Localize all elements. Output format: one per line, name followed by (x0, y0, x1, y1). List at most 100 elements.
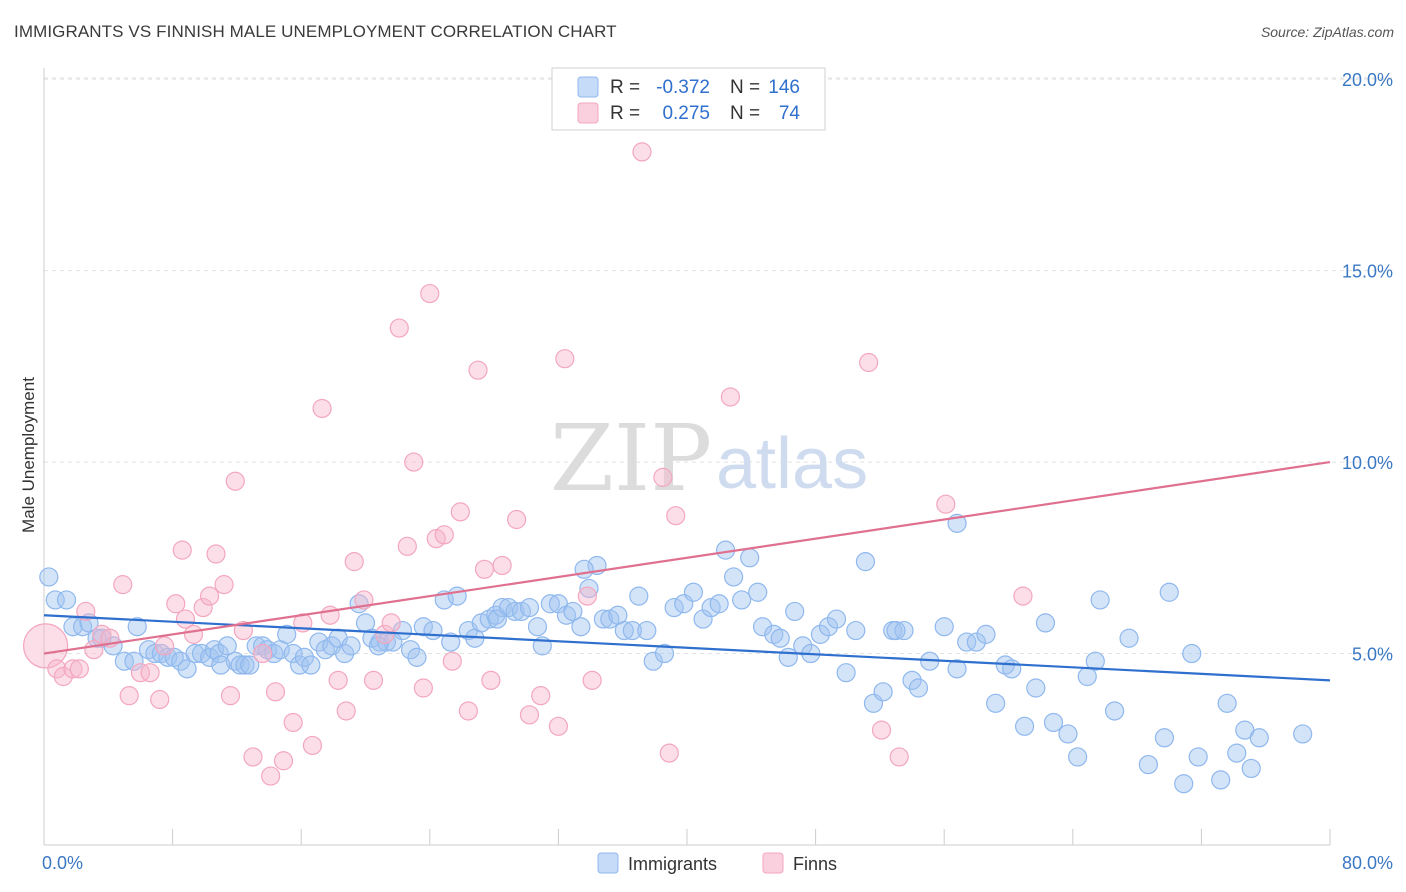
y-tick-label: 10.0% (1342, 453, 1393, 473)
data-point (659, 743, 679, 763)
data-point (1138, 754, 1158, 775)
data-point (294, 647, 315, 667)
data-point (214, 575, 234, 595)
data-point (1090, 590, 1110, 610)
data-point (859, 352, 879, 373)
data-point (389, 318, 409, 338)
data-point (53, 666, 73, 687)
data-point (363, 670, 384, 690)
data-point (301, 655, 321, 675)
data-point (908, 678, 929, 698)
data-point (531, 686, 551, 706)
grid (44, 77, 1395, 655)
data-point (653, 467, 673, 487)
data-point (127, 617, 147, 637)
legend-r-value: 0.275 (662, 103, 710, 124)
data-point (166, 594, 186, 614)
legend-n-label: N = (730, 103, 760, 124)
data-point (740, 548, 760, 568)
data-point (810, 624, 831, 644)
data-point (492, 597, 512, 618)
data-point (683, 582, 704, 602)
data-point (614, 620, 634, 641)
data-point (505, 601, 525, 622)
bottom-legend-label-finns: Finns (793, 854, 837, 874)
data-point (732, 590, 752, 610)
data-point (119, 686, 139, 706)
data-point (666, 506, 686, 526)
data-point (664, 597, 684, 618)
x-tick-label-min: 0.0% (42, 853, 83, 873)
data-point (1182, 643, 1202, 664)
data-point (69, 659, 89, 679)
watermark-atlas: atlas (716, 424, 868, 504)
data-point (113, 575, 133, 595)
data-point (265, 682, 286, 702)
y-tick-labels: 5.0% 10.0% 15.0% 20.0% (1342, 70, 1393, 664)
data-point (336, 701, 356, 721)
data-point (519, 705, 540, 725)
data-point (778, 647, 798, 667)
data-point (540, 594, 560, 614)
data-point (818, 617, 839, 637)
data-point (582, 670, 602, 690)
y-axis-title: Male Unemployment (19, 377, 38, 533)
data-point (23, 623, 69, 669)
data-point (63, 659, 83, 679)
data-point (124, 651, 144, 671)
data-point (947, 659, 967, 679)
data-point (855, 552, 876, 572)
data-point (1293, 724, 1313, 744)
data-point (211, 655, 231, 675)
data-point (563, 601, 583, 622)
data-point (622, 620, 642, 641)
data-point (1174, 774, 1194, 794)
data-point (400, 640, 421, 660)
bottom-legend-swatch-finns (762, 852, 784, 874)
data-point (693, 609, 713, 629)
data-point (571, 617, 591, 637)
data-point (273, 751, 294, 771)
source-label: Source: ZipAtlas.com (1260, 24, 1394, 40)
data-point (199, 586, 220, 606)
data-point (894, 620, 914, 641)
legend-r-label: R = (610, 77, 640, 98)
data-point (243, 747, 263, 767)
data-point (487, 609, 507, 629)
data-point (158, 647, 178, 667)
series-finns-points (23, 142, 1033, 786)
data-point (220, 686, 241, 706)
data-point (957, 632, 977, 652)
data-point (1058, 724, 1078, 744)
data-point (368, 636, 388, 656)
data-point (230, 655, 250, 675)
legend-swatch-immigrants (577, 76, 599, 98)
data-point (420, 283, 440, 304)
data-point (1002, 659, 1022, 679)
data-point (344, 552, 364, 572)
axes (43, 68, 1331, 846)
data-point (1154, 728, 1175, 748)
x-tick-label-max: 80.0% (1342, 853, 1393, 873)
data-point (423, 620, 443, 641)
data-point (1014, 716, 1035, 736)
data-point (770, 628, 790, 648)
data-point (193, 597, 213, 618)
data-point (253, 643, 273, 664)
data-point (492, 555, 512, 576)
legend-r-label: R = (610, 103, 640, 124)
data-point (654, 643, 675, 664)
legend-r-value: -0.372 (656, 77, 710, 98)
data-point (240, 655, 260, 675)
series-immigrants-points (39, 513, 1313, 794)
data-point (629, 586, 649, 606)
data-point (328, 670, 348, 690)
data-point (752, 617, 773, 637)
data-point (246, 636, 266, 656)
y-tick-label: 5.0% (1352, 645, 1393, 665)
data-point (1159, 582, 1179, 602)
series-legend: Immigrants Finns (597, 852, 837, 874)
data-point (871, 720, 892, 740)
data-point (577, 586, 597, 606)
